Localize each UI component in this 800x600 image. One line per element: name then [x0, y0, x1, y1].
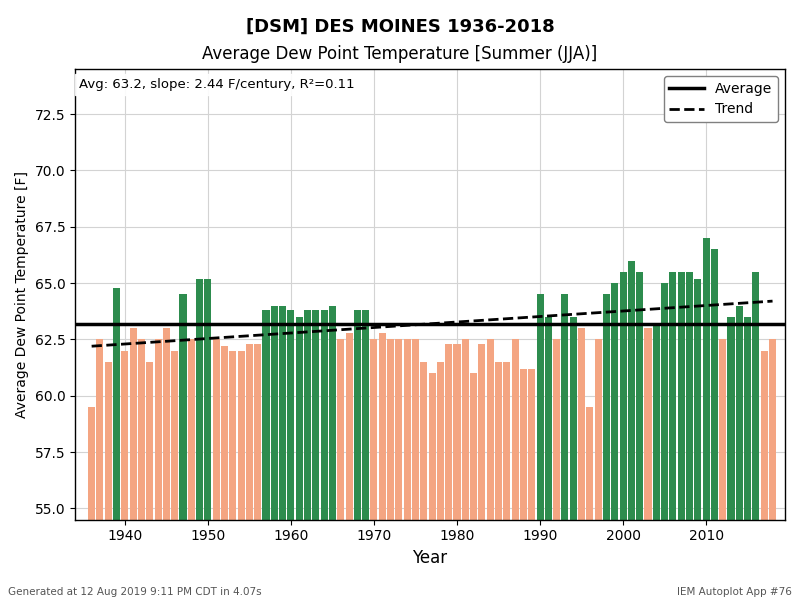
Bar [628, 260, 635, 600]
Bar [279, 305, 286, 600]
Bar [105, 362, 112, 600]
Bar [254, 344, 262, 600]
Bar [321, 310, 328, 600]
Bar [562, 295, 569, 600]
Bar [154, 340, 162, 600]
Bar [594, 340, 602, 600]
Bar [719, 340, 726, 600]
Bar [429, 373, 436, 600]
Bar [736, 305, 743, 600]
Bar [412, 340, 419, 600]
Bar [545, 317, 552, 600]
Bar [204, 278, 211, 600]
Text: Generated at 12 Aug 2019 9:11 PM CDT in 4.07s: Generated at 12 Aug 2019 9:11 PM CDT in … [8, 587, 262, 597]
Text: [DSM] DES MOINES 1936-2018: [DSM] DES MOINES 1936-2018 [246, 18, 554, 36]
Bar [653, 323, 660, 600]
Bar [478, 344, 486, 600]
Bar [146, 362, 154, 600]
Bar [570, 317, 577, 600]
Legend: Average, Trend: Average, Trend [664, 76, 778, 122]
Bar [246, 344, 253, 600]
Bar [138, 340, 145, 600]
Bar [378, 332, 386, 600]
Bar [670, 272, 677, 600]
Bar [611, 283, 618, 600]
Bar [179, 295, 186, 600]
Bar [287, 310, 294, 600]
Bar [528, 369, 535, 600]
Bar [270, 305, 278, 600]
Text: Avg: 63.2, slope: 2.44 F/century, R²=0.11: Avg: 63.2, slope: 2.44 F/century, R²=0.1… [78, 78, 354, 91]
Bar [619, 272, 626, 600]
Y-axis label: Average Dew Point Temperature [F]: Average Dew Point Temperature [F] [15, 171, 29, 418]
Bar [296, 317, 302, 600]
Bar [88, 407, 95, 600]
Text: IEM Autoplot App #76: IEM Autoplot App #76 [677, 587, 792, 597]
Bar [537, 295, 543, 600]
Bar [769, 340, 776, 600]
Bar [230, 351, 236, 600]
Bar [188, 340, 195, 600]
Bar [586, 407, 594, 600]
Bar [312, 310, 319, 600]
Bar [727, 317, 734, 600]
Bar [645, 328, 651, 600]
Bar [171, 351, 178, 600]
Bar [113, 287, 120, 600]
Bar [753, 272, 759, 600]
Bar [346, 332, 353, 600]
Bar [486, 340, 494, 600]
Bar [511, 340, 518, 600]
Bar [495, 362, 502, 600]
Bar [761, 351, 768, 600]
Bar [553, 340, 560, 600]
Bar [636, 272, 643, 600]
Bar [694, 278, 702, 600]
Bar [370, 340, 378, 600]
Bar [603, 295, 610, 600]
Bar [462, 340, 469, 600]
Bar [304, 310, 311, 600]
Bar [404, 340, 410, 600]
Bar [354, 310, 361, 600]
Text: Average Dew Point Temperature [Summer (JJA)]: Average Dew Point Temperature [Summer (J… [202, 45, 598, 63]
Bar [711, 249, 718, 600]
Bar [329, 305, 336, 600]
Bar [163, 328, 170, 600]
Bar [661, 283, 668, 600]
Bar [702, 238, 710, 600]
Bar [744, 317, 751, 600]
Bar [578, 328, 585, 600]
Bar [470, 373, 477, 600]
Bar [238, 351, 245, 600]
Bar [262, 310, 270, 600]
Bar [503, 362, 510, 600]
Bar [387, 340, 394, 600]
Bar [196, 278, 203, 600]
Bar [437, 362, 444, 600]
Bar [520, 369, 527, 600]
Bar [395, 340, 402, 600]
Bar [445, 344, 452, 600]
Bar [130, 328, 137, 600]
Bar [454, 344, 461, 600]
Bar [122, 351, 128, 600]
Bar [420, 362, 427, 600]
Bar [686, 272, 693, 600]
Bar [221, 346, 228, 600]
Bar [338, 340, 344, 600]
Bar [213, 340, 220, 600]
Bar [362, 310, 369, 600]
X-axis label: Year: Year [413, 549, 447, 567]
Bar [678, 272, 685, 600]
Bar [97, 340, 103, 600]
